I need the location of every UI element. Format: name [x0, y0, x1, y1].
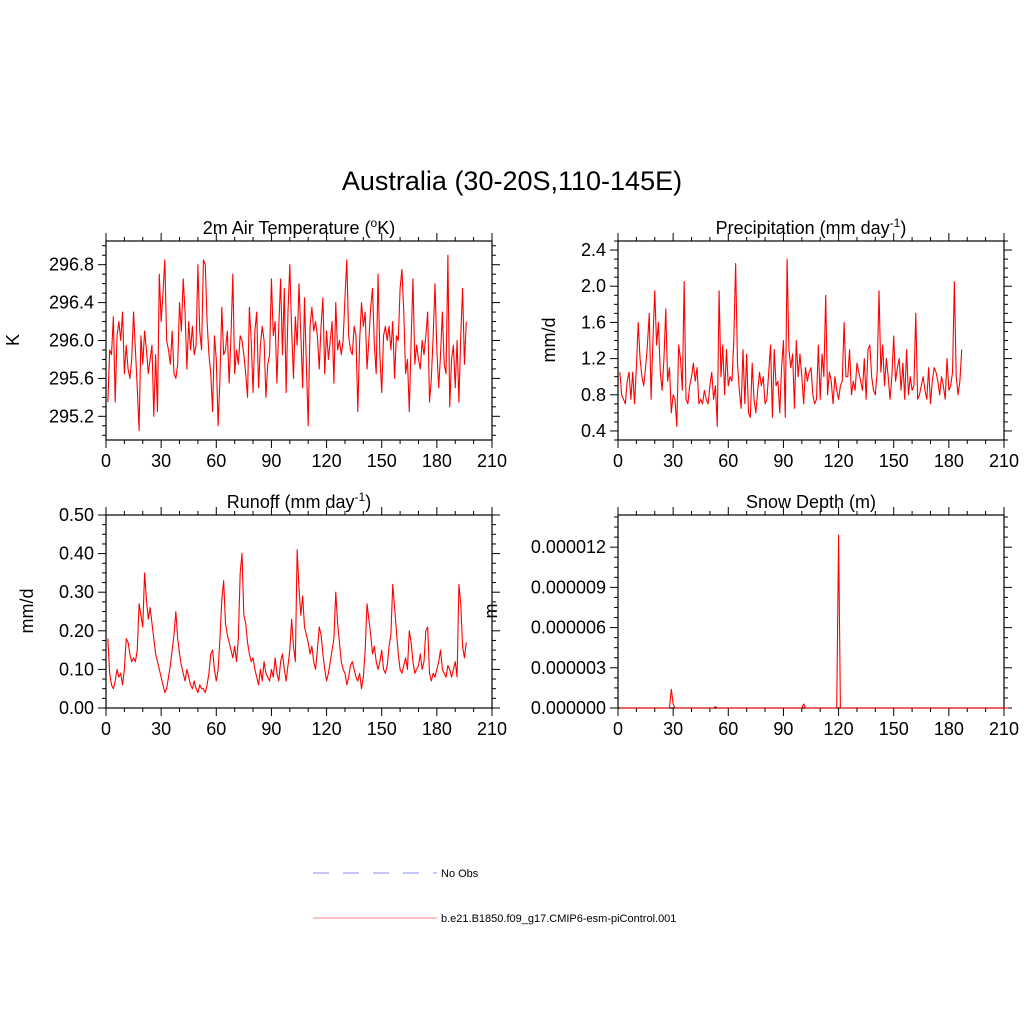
panel-title-text: 2m Air Temperature (	[203, 218, 371, 238]
x-tick-label: 0	[101, 719, 111, 739]
panel-title-text: )	[365, 492, 371, 512]
x-tick-label: 150	[879, 451, 909, 471]
x-tick-label: 150	[879, 719, 909, 739]
series-line	[619, 258, 963, 427]
x-tick-label: 0	[613, 451, 623, 471]
y-tick-label: 0.000009	[531, 577, 606, 597]
panel-air-temperature: 2m Air Temperature (oK) K 0 30 60 90 120 150 180…	[3, 216, 507, 471]
y-tick-label: 1.6	[581, 312, 606, 332]
x-tick-label: 210	[477, 451, 507, 471]
x-tick-label: 0	[613, 719, 623, 739]
y-tick-label: 0.30	[59, 582, 94, 602]
plot-frame	[105, 514, 493, 709]
x-tick-label: 90	[773, 719, 793, 739]
y-axis-label: K	[3, 334, 23, 346]
figure-title: Australia (30-20S,110-145E)	[341, 166, 683, 196]
y-tick-label: 296.8	[49, 255, 94, 275]
x-tick-label: 90	[773, 451, 793, 471]
x-tick-label: 210	[477, 719, 507, 739]
series-line	[107, 549, 467, 694]
panel-title-text: K)	[377, 218, 395, 238]
panel-title-superscript: -1	[890, 216, 901, 230]
x-tick-label: 120	[824, 451, 854, 471]
x-tick-label: 120	[312, 451, 342, 471]
legend-label-no-obs: No Obs	[441, 868, 479, 880]
panel-title-superscript: o	[371, 216, 378, 230]
series-line	[107, 254, 467, 432]
panel-title: Precipitation (mm day-1)	[716, 216, 907, 238]
panel-title-text: )	[900, 218, 906, 238]
x-tick-label: 180	[422, 451, 452, 471]
y-tick-label: 0.10	[59, 659, 94, 679]
x-tick-label: 120	[312, 719, 342, 739]
x-tick-label: 180	[422, 719, 452, 739]
x-tick-label: 30	[151, 451, 171, 471]
panel-title-superscript: -1	[355, 490, 366, 504]
y-tick-label: 0.000003	[531, 658, 606, 678]
x-tick-label: 60	[206, 451, 226, 471]
x-tick-label: 90	[261, 719, 281, 739]
y-tick-label: 0.8	[581, 385, 606, 405]
panel-title: Snow Depth (m)	[746, 492, 876, 512]
y-tick-label: 295.6	[49, 368, 94, 388]
x-tick-label: 180	[934, 719, 964, 739]
y-tick-label: 1.2	[581, 349, 606, 369]
x-tick-label: 60	[718, 719, 738, 739]
x-tick-label: 60	[718, 451, 738, 471]
x-tick-label: 30	[151, 719, 171, 739]
y-tick-label: 0.4	[581, 421, 606, 441]
y-axis-label: m	[481, 604, 501, 619]
x-tick-label: 150	[367, 719, 397, 739]
y-tick-label: 0.50	[59, 505, 94, 525]
y-axis-label: mm/d	[539, 318, 559, 363]
panel-title: 2m Air Temperature (oK)	[203, 216, 395, 238]
panel-title: Runoff (mm day-1)	[227, 490, 371, 512]
x-tick-label: 90	[261, 451, 281, 471]
y-tick-label: 0.000000	[531, 698, 606, 718]
y-tick-label: 2.4	[581, 240, 606, 260]
y-tick-label: 0.000006	[531, 618, 606, 638]
y-tick-label: 295.2	[49, 406, 94, 426]
y-tick-label: 0.20	[59, 621, 94, 641]
panel-runoff: Runoff (mm day-1) mm/d 0 30 60 90 120 150 180 210…	[17, 490, 507, 739]
x-tick-label: 180	[934, 451, 964, 471]
x-tick-label: 210	[989, 719, 1019, 739]
panel-snow-depth: Snow Depth (m) m 0 30 60 90 120 150 180 210 0.0000…	[481, 492, 1019, 739]
x-tick-label: 30	[663, 719, 683, 739]
y-tick-label: 0.40	[59, 544, 94, 564]
y-tick-label: 296.4	[49, 293, 94, 313]
x-tick-label: 0	[101, 451, 111, 471]
panel-title-text: Snow Depth (m)	[746, 492, 876, 512]
plot-frame	[617, 514, 1005, 709]
x-tick-label: 210	[989, 451, 1019, 471]
panel-title-text: Runoff (mm day	[227, 492, 355, 512]
legend: No Obs b.e21.B1850.f09_g17.CMIP6-esm-piC…	[313, 868, 676, 925]
legend-label-model: b.e21.B1850.f09_g17.CMIP6-esm-piControl.…	[441, 913, 676, 925]
y-tick-label: 2.0	[581, 276, 606, 296]
y-tick-label: 296.0	[49, 331, 94, 351]
y-axis-label: mm/d	[17, 589, 37, 634]
y-tick-label: 0.000012	[531, 537, 606, 557]
panel-precipitation: Precipitation (mm day-1) mm/d 0 30 60 90 120 15…	[539, 216, 1019, 471]
x-tick-label: 60	[206, 719, 226, 739]
x-tick-label: 120	[824, 719, 854, 739]
panel-title-text: Precipitation (mm day	[716, 218, 890, 238]
x-tick-label: 30	[663, 451, 683, 471]
x-tick-label: 150	[367, 451, 397, 471]
series-line	[619, 534, 1008, 709]
y-tick-label: 0.00	[59, 698, 94, 718]
